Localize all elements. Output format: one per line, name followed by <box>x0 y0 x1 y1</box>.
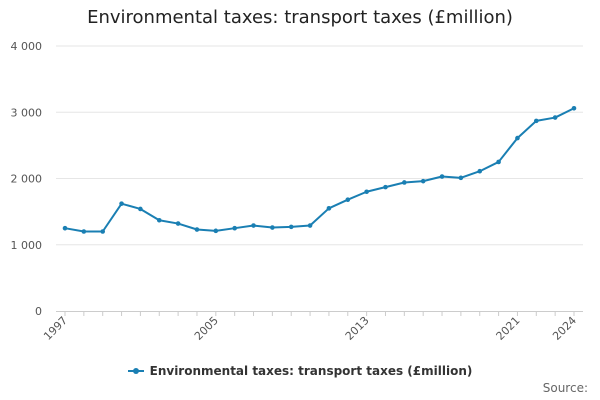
data-point[interactable] <box>288 224 294 230</box>
y-tick-label: 0 <box>35 305 42 318</box>
chart-title: Environmental taxes: transport taxes (£m… <box>87 7 513 28</box>
data-point[interactable] <box>138 206 143 212</box>
data-point[interactable] <box>345 197 351 202</box>
data-point[interactable] <box>552 115 558 120</box>
data-point[interactable] <box>383 184 388 190</box>
y-tick-label: 1 000 <box>11 239 43 252</box>
data-point[interactable] <box>402 180 407 185</box>
y-tick-label: 3 000 <box>11 106 43 119</box>
data-point[interactable] <box>477 168 483 174</box>
data-point[interactable] <box>119 201 124 206</box>
data-point[interactable] <box>100 229 106 234</box>
source-label: Source: <box>542 381 588 395</box>
data-point[interactable] <box>175 221 181 226</box>
data-point[interactable] <box>270 225 275 230</box>
data-point[interactable] <box>156 217 162 223</box>
data-point[interactable] <box>533 118 539 124</box>
grid-lines <box>56 45 583 246</box>
legend-swatch <box>127 368 144 374</box>
x-tick-label: 2024 <box>550 314 579 343</box>
data-point[interactable] <box>364 189 369 195</box>
data-point[interactable] <box>194 227 200 232</box>
legend[interactable]: Environmental taxes: transport taxes (£m… <box>0 364 600 378</box>
data-point[interactable] <box>232 225 237 231</box>
y-tick-label: 4 000 <box>11 40 43 53</box>
axes <box>56 311 583 316</box>
data-point[interactable] <box>307 223 313 228</box>
x-tick-label: 2021 <box>494 314 523 343</box>
tick-labels: 0 1 000 2 000 3 000 4 000 1997 2005 2013 2021 202… <box>11 40 580 343</box>
data-point[interactable] <box>515 135 520 141</box>
data-point[interactable] <box>420 178 426 184</box>
legend-label: Environmental taxes: transport taxes (£m… <box>149 364 473 378</box>
data-point[interactable] <box>81 229 87 234</box>
x-tick-label: 2013 <box>343 314 372 343</box>
data-point[interactable] <box>251 223 256 228</box>
data-point[interactable] <box>326 206 332 211</box>
data-point[interactable] <box>439 174 445 179</box>
data-point[interactable] <box>571 105 577 111</box>
data-point[interactable] <box>62 225 68 231</box>
y-tick-label: 2 000 <box>11 173 43 186</box>
data-point[interactable] <box>213 228 219 234</box>
legend-swatch-dot <box>132 368 139 374</box>
data-point[interactable] <box>458 175 464 181</box>
series-line[interactable] <box>64 107 575 233</box>
x-tick-label: 2005 <box>192 314 221 343</box>
data-point[interactable] <box>496 159 501 165</box>
series-layer <box>62 105 577 234</box>
x-tick-label: 1997 <box>41 314 70 343</box>
